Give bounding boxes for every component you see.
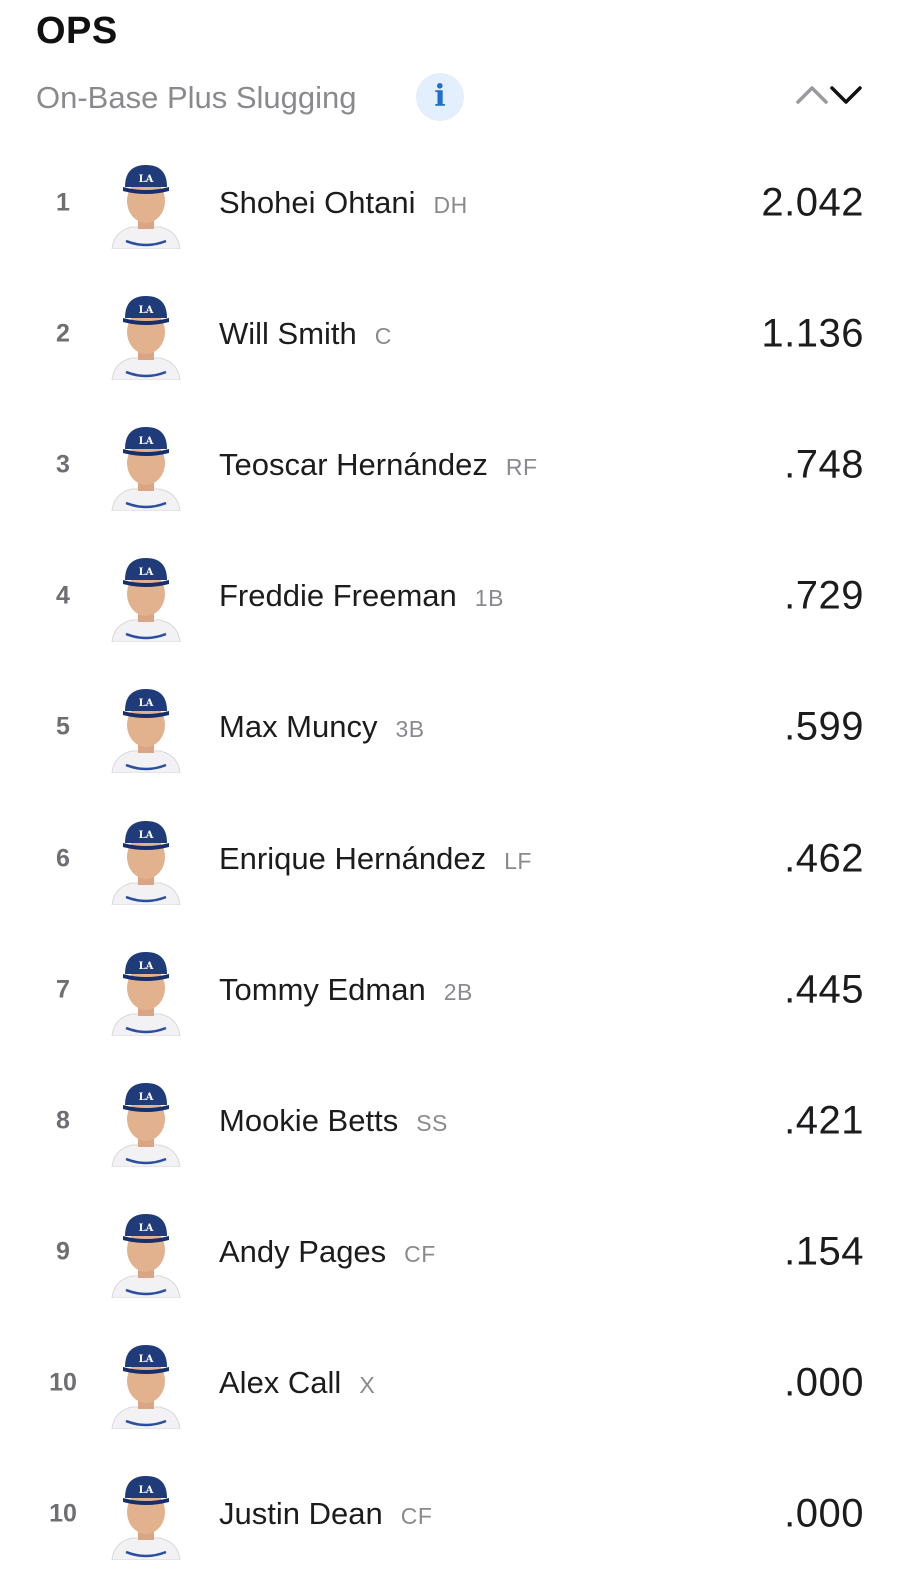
- player-row[interactable]: 9 LA Andy Pages CF .154: [0, 1187, 900, 1318]
- player-name-group: Max Muncy 3B: [219, 709, 425, 745]
- player-ops-value: 1.136: [761, 311, 864, 356]
- player-name: Will Smith: [219, 315, 357, 351]
- player-ops-value: .000: [784, 1491, 864, 1536]
- player-ops-value: .729: [784, 573, 864, 618]
- player-position: CF: [400, 1503, 433, 1530]
- player-row[interactable]: 10 LA Justin Dean CF .000: [0, 1449, 900, 1580]
- player-headshot-icon: LA: [108, 813, 184, 905]
- player-position: X: [359, 1372, 376, 1399]
- svg-text:LA: LA: [139, 174, 154, 185]
- player-rank: 5: [56, 712, 70, 741]
- player-headshot-icon: LA: [108, 1075, 184, 1167]
- player-ops-value: 2.042: [761, 180, 864, 225]
- svg-text:LA: LA: [139, 961, 154, 972]
- player-position: RF: [505, 453, 538, 480]
- player-headshot-icon: LA: [108, 1468, 184, 1561]
- player-ops-value: .445: [784, 967, 864, 1012]
- svg-text:LA: LA: [139, 698, 154, 709]
- svg-text:LA: LA: [139, 1223, 154, 1234]
- player-rank: 9: [56, 1237, 70, 1266]
- player-rank: 1: [56, 188, 70, 217]
- player-headshot-icon: LA: [108, 681, 184, 774]
- player-position: DH: [433, 191, 468, 218]
- player-name-group: Shohei Ohtani DH: [219, 185, 468, 221]
- player-name: Mookie Betts: [219, 1102, 399, 1138]
- player-name: Andy Pages: [219, 1234, 387, 1270]
- player-ops-value: .462: [784, 836, 864, 881]
- svg-text:LA: LA: [139, 436, 154, 447]
- player-name: Tommy Edman: [219, 971, 426, 1007]
- player-row[interactable]: 10 LA Alex Call X .000: [0, 1318, 900, 1449]
- player-name: Shohei Ohtani: [219, 184, 416, 220]
- player-name: Freddie Freeman: [219, 578, 457, 614]
- player-position: LF: [504, 847, 532, 874]
- svg-text:LA: LA: [139, 567, 154, 578]
- player-name-group: Will Smith C: [219, 316, 392, 352]
- leaderboard-list: 1 LA Shohei Ohtani DH 2.042 2: [0, 137, 900, 1580]
- player-row[interactable]: 5 LA Max Muncy 3B .599: [0, 662, 900, 793]
- player-name-group: Mookie Betts SS: [219, 1103, 448, 1139]
- player-name-group: Alex Call X: [219, 1365, 375, 1401]
- player-ops-value: .748: [784, 442, 864, 487]
- player-name: Teoscar Hernández: [219, 446, 488, 482]
- player-ops-value: .599: [784, 704, 864, 749]
- player-rank: 2: [56, 319, 70, 348]
- player-headshot-icon: LA: [108, 550, 184, 643]
- player-rank: 10: [49, 1368, 77, 1397]
- player-ops-value: .154: [784, 1229, 864, 1274]
- player-headshot-icon: LA: [108, 944, 184, 1036]
- player-rank: 3: [56, 450, 70, 479]
- player-headshot-icon: LA: [108, 419, 184, 511]
- player-rank: 10: [49, 1499, 77, 1528]
- player-position: C: [374, 322, 392, 349]
- player-position: CF: [404, 1241, 436, 1268]
- player-rank: 7: [56, 975, 70, 1004]
- player-row[interactable]: 6 LA Enrique Hernández LF .462: [0, 793, 900, 924]
- player-row[interactable]: 3 LA Teoscar Hernández RF .748: [0, 399, 900, 530]
- player-rank: 8: [56, 1106, 70, 1135]
- player-rank: 6: [56, 844, 70, 873]
- player-ops-value: .000: [784, 1360, 864, 1405]
- player-name-group: Teoscar Hernández RF: [219, 447, 538, 483]
- player-name-group: Freddie Freeman 1B: [219, 578, 504, 614]
- player-headshot-icon: LA: [108, 157, 184, 249]
- player-name-group: Justin Dean CF: [219, 1496, 432, 1532]
- player-headshot-icon: LA: [108, 288, 184, 380]
- stat-header: OPS On-Base Plus Slugging i: [0, 0, 900, 140]
- player-row[interactable]: 1 LA Shohei Ohtani DH 2.042: [0, 137, 900, 268]
- player-position: 3B: [395, 716, 425, 743]
- player-ops-value: .421: [784, 1098, 864, 1143]
- page-title: OPS: [36, 10, 118, 52]
- player-name: Enrique Hernández: [219, 840, 487, 876]
- player-name-group: Tommy Edman 2B: [219, 972, 473, 1008]
- sort-up-down-icon[interactable]: [792, 78, 866, 112]
- player-row[interactable]: 8 LA Mookie Betts SS .421: [0, 1055, 900, 1186]
- svg-text:LA: LA: [139, 830, 154, 841]
- info-icon[interactable]: i: [416, 73, 464, 121]
- player-rank: 4: [56, 581, 70, 610]
- player-headshot-icon: LA: [108, 1206, 184, 1299]
- player-name: Alex Call: [219, 1365, 342, 1401]
- player-position: 2B: [443, 978, 473, 1005]
- svg-text:LA: LA: [139, 1092, 154, 1103]
- player-row[interactable]: 7 LA Tommy Edman 2B .445: [0, 924, 900, 1055]
- stat-subtitle: On-Base Plus Slugging: [36, 80, 357, 115]
- svg-text:LA: LA: [139, 1354, 154, 1365]
- player-row[interactable]: 2 LA Will Smith C 1.136: [0, 268, 900, 399]
- player-position: 1B: [474, 585, 504, 612]
- player-name: Max Muncy: [219, 709, 378, 745]
- svg-text:LA: LA: [139, 1485, 154, 1496]
- player-name-group: Andy Pages CF: [219, 1234, 436, 1270]
- svg-text:LA: LA: [139, 305, 154, 316]
- player-name-group: Enrique Hernández LF: [219, 841, 532, 877]
- player-row[interactable]: 4 LA Freddie Freeman 1B .729: [0, 531, 900, 662]
- player-position: SS: [416, 1109, 448, 1136]
- player-headshot-icon: LA: [108, 1337, 184, 1430]
- player-name: Justin Dean: [219, 1496, 383, 1532]
